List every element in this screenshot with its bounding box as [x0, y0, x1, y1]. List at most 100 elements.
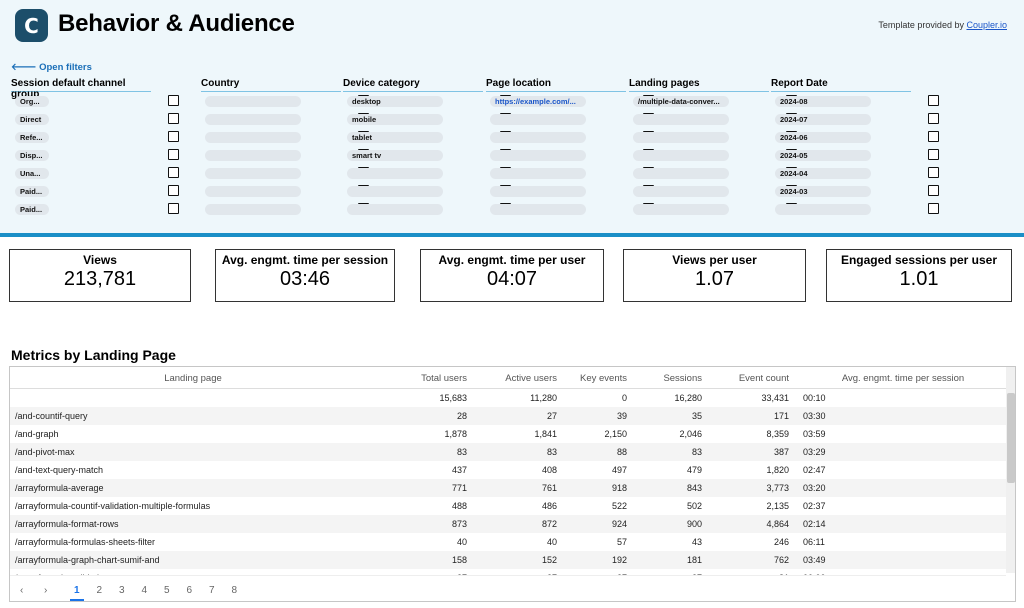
table-row[interactable]: /and-graph 1,878 1,841 2,150 2,046 8,359 03:59 [10, 425, 1006, 443]
filter-option[interactable]: https://example.com/... [486, 92, 654, 110]
filter-option[interactable] [629, 128, 797, 146]
table-cell: 761 [541, 483, 557, 493]
filter-checkbox[interactable] [928, 149, 939, 160]
filter-option-label: desktop [347, 96, 443, 107]
page-7-button[interactable]: 7 [209, 585, 215, 596]
column-header[interactable]: Active users [505, 373, 557, 384]
filter-option[interactable]: mobile [343, 110, 511, 128]
prev-page-button[interactable]: ‹ [20, 585, 24, 596]
table-row[interactable]: /arrayformula-formulas-sheets-filter 40 40… [10, 533, 1006, 551]
filter-option[interactable] [486, 200, 654, 218]
page-4-button[interactable]: 4 [141, 585, 148, 596]
filter-option[interactable]: 2024-07 [771, 110, 939, 128]
filter-option[interactable] [629, 110, 797, 128]
filter-option[interactable]: Disp... [11, 146, 179, 164]
coupler-link[interactable]: Coupler.io [966, 20, 1007, 30]
filter-checkbox[interactable] [928, 167, 939, 178]
filter-option[interactable]: Paid... [11, 182, 179, 200]
filter-option[interactable] [486, 182, 654, 200]
filter-option[interactable]: Refe... [11, 128, 179, 146]
filter-option[interactable]: 2024-08 [771, 92, 939, 110]
filter-option[interactable]: tablet [343, 128, 511, 146]
column-header[interactable]: Sessions [663, 373, 702, 384]
filter-option[interactable] [486, 128, 654, 146]
filter-option[interactable] [486, 164, 654, 182]
column-header[interactable]: Key events [580, 373, 627, 384]
filter-option[interactable]: 2024-04 [771, 164, 939, 182]
page-5-button[interactable]: 5 [164, 585, 170, 596]
filter-option[interactable] [629, 146, 797, 164]
table-row[interactable]: /arrayformula-average 771 761 918 843 3,773 03… [10, 479, 1006, 497]
filter-option[interactable] [629, 182, 797, 200]
filter-option[interactable] [201, 164, 369, 182]
filter-checkbox[interactable] [168, 167, 179, 178]
template-credit: Template provided by Coupler.io [878, 20, 1007, 30]
filter-checkbox[interactable] [928, 203, 939, 214]
kpi-card-engmt-per-user: Avg. engmt. time per user 04:07 [420, 249, 604, 302]
table-cell: 40 [456, 537, 467, 547]
filter-option-label: Una... [15, 168, 49, 179]
filter-option[interactable]: Direct [11, 110, 179, 128]
filter-option[interactable] [201, 92, 369, 110]
page-1-button[interactable]: 1 [74, 585, 80, 596]
filter-option[interactable] [201, 146, 369, 164]
table-scrollbar[interactable] [1006, 367, 1015, 573]
table-row[interactable]: /arrayformula-format-rows 873 872 924 900 4,8… [10, 515, 1006, 533]
filter-label: Session default channel group [11, 78, 151, 100]
page-8-button[interactable]: 8 [231, 585, 238, 596]
table-cell: 437 [451, 465, 467, 475]
filter-checkbox[interactable] [168, 203, 179, 214]
next-page-button[interactable]: › [44, 585, 48, 596]
filter-option[interactable] [486, 146, 654, 164]
table-cell: /arrayformula-countif-validation-multipl… [15, 501, 211, 511]
filter-option[interactable]: 2024-03 [771, 182, 939, 200]
filter-option[interactable]: Org... [11, 92, 179, 110]
table-row[interactable]: /and-pivot-max 83 83 88 83 387 03:29 [10, 443, 1006, 461]
filter-option[interactable] [343, 164, 511, 182]
table-row[interactable]: /arrayformula-countif-validation-multipl… [10, 497, 1006, 515]
filter-option[interactable] [201, 182, 369, 200]
filter-option[interactable]: /multiple-data-conver... [629, 92, 797, 110]
filter-option[interactable]: 2024-05 [771, 146, 939, 164]
table-cell: /and-countif-query [15, 411, 88, 421]
filter-option[interactable]: Paid... [11, 200, 179, 218]
table-cell: 843 [686, 483, 702, 493]
filter-option[interactable] [201, 200, 369, 218]
filter-checkbox[interactable] [928, 185, 939, 196]
column-header[interactable]: Avg. engmt. time per session [841, 373, 965, 384]
table-row[interactable]: /and-countif-query 28 27 39 35 171 03:30 [10, 407, 1006, 425]
table-row[interactable]: 15,683 11,280 0 16,280 33,431 00:10 [10, 389, 1006, 407]
filter-option[interactable] [486, 110, 654, 128]
filter-checkbox[interactable] [168, 95, 179, 106]
filter-option[interactable] [201, 128, 369, 146]
page-2-button[interactable]: 2 [96, 585, 103, 596]
filter-option-label: 2024-04 [775, 168, 871, 179]
filter-option[interactable] [629, 200, 797, 218]
filter-option[interactable] [343, 200, 511, 218]
table-row[interactable]: /arrayformula-graph-chart-sumif-and 158 15… [10, 551, 1006, 569]
scrollbar-thumb[interactable] [1007, 393, 1015, 483]
column-header[interactable]: Total users [421, 373, 467, 384]
filter-option[interactable] [343, 182, 511, 200]
page-3-button[interactable]: 3 [119, 585, 125, 596]
filter-checkbox[interactable] [928, 113, 939, 124]
filter-option[interactable] [771, 200, 939, 218]
column-header[interactable]: Event count [738, 373, 789, 384]
filter-checkbox[interactable] [168, 149, 179, 160]
page-6-button[interactable]: 6 [186, 585, 193, 596]
open-filters-link[interactable]: 🡐 Open filters [11, 62, 92, 73]
filter-option[interactable]: smart tv [343, 146, 511, 164]
filter-checkbox[interactable] [928, 131, 939, 142]
filter-checkbox[interactable] [928, 95, 939, 106]
filter-option[interactable] [201, 110, 369, 128]
filter-checkbox[interactable] [168, 185, 179, 196]
filter-option[interactable]: Una... [11, 164, 179, 182]
filter-option[interactable]: desktop [343, 92, 511, 110]
filter-checkbox[interactable] [168, 113, 179, 124]
column-header[interactable]: Landing page [164, 373, 222, 384]
filter-option[interactable] [629, 164, 797, 182]
table-cell: 1,841 [534, 429, 557, 439]
table-row[interactable]: /and-text-query-match 437 408 497 479 1,820 02… [10, 461, 1006, 479]
filter-option[interactable]: 2024-06 [771, 128, 939, 146]
filter-checkbox[interactable] [168, 131, 179, 142]
